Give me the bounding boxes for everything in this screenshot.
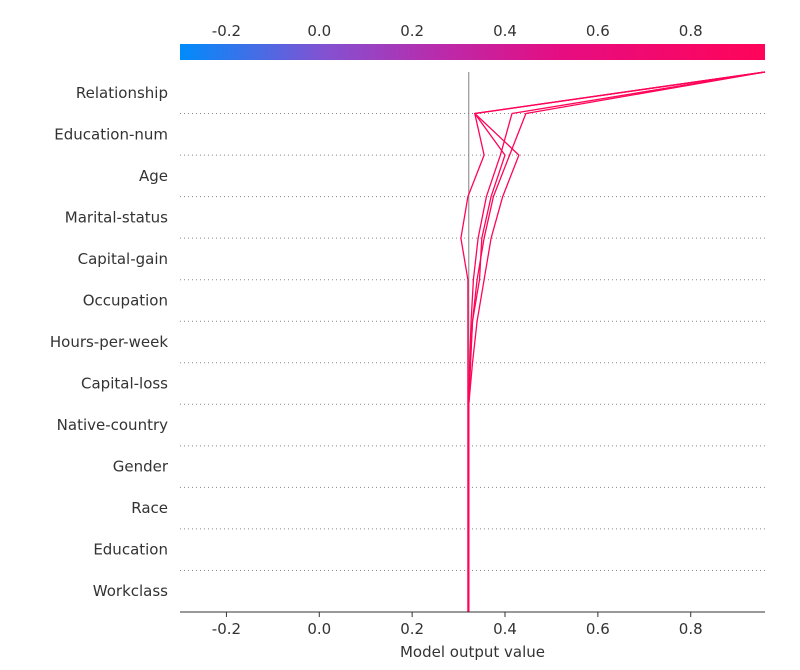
colorbar-tick-label: 0.8 [679, 22, 703, 40]
y-tick-label: Education [93, 541, 168, 559]
y-tick-label: Workclass [93, 582, 168, 600]
y-tick-label: Capital-loss [81, 375, 168, 393]
colorbar-tick-label: 0.0 [307, 22, 331, 40]
x-tick-label: 0.2 [400, 620, 424, 638]
plot-area [180, 72, 765, 612]
y-tick-label: Marital-status [65, 208, 168, 226]
colorbar [180, 44, 765, 60]
colorbar-tick-label: 0.4 [493, 22, 517, 40]
colorbar-tick-label: 0.6 [586, 22, 610, 40]
x-tick-label: 0.6 [586, 620, 610, 638]
y-tick-label: Hours-per-week [50, 333, 168, 351]
x-tick-label: 0.8 [679, 620, 703, 638]
y-tick-label: Age [139, 167, 168, 185]
y-tick-label: Native-country [57, 416, 168, 434]
x-tick-label: 0.4 [493, 620, 517, 638]
y-tick-label: Gender [113, 458, 169, 476]
x-tick-label: -0.2 [212, 620, 241, 638]
y-tick-label: Capital-gain [78, 250, 168, 268]
y-tick-label: Race [131, 499, 168, 517]
x-tick-label: 0.0 [307, 620, 331, 638]
colorbar-tick-label: 0.2 [400, 22, 424, 40]
y-tick-label: Education-num [54, 125, 168, 143]
y-tick-label: Occupation [83, 291, 168, 309]
x-axis-label: Model output value [400, 643, 545, 661]
colorbar-tick-label: -0.2 [212, 22, 241, 40]
y-tick-label: Relationship [76, 84, 168, 102]
